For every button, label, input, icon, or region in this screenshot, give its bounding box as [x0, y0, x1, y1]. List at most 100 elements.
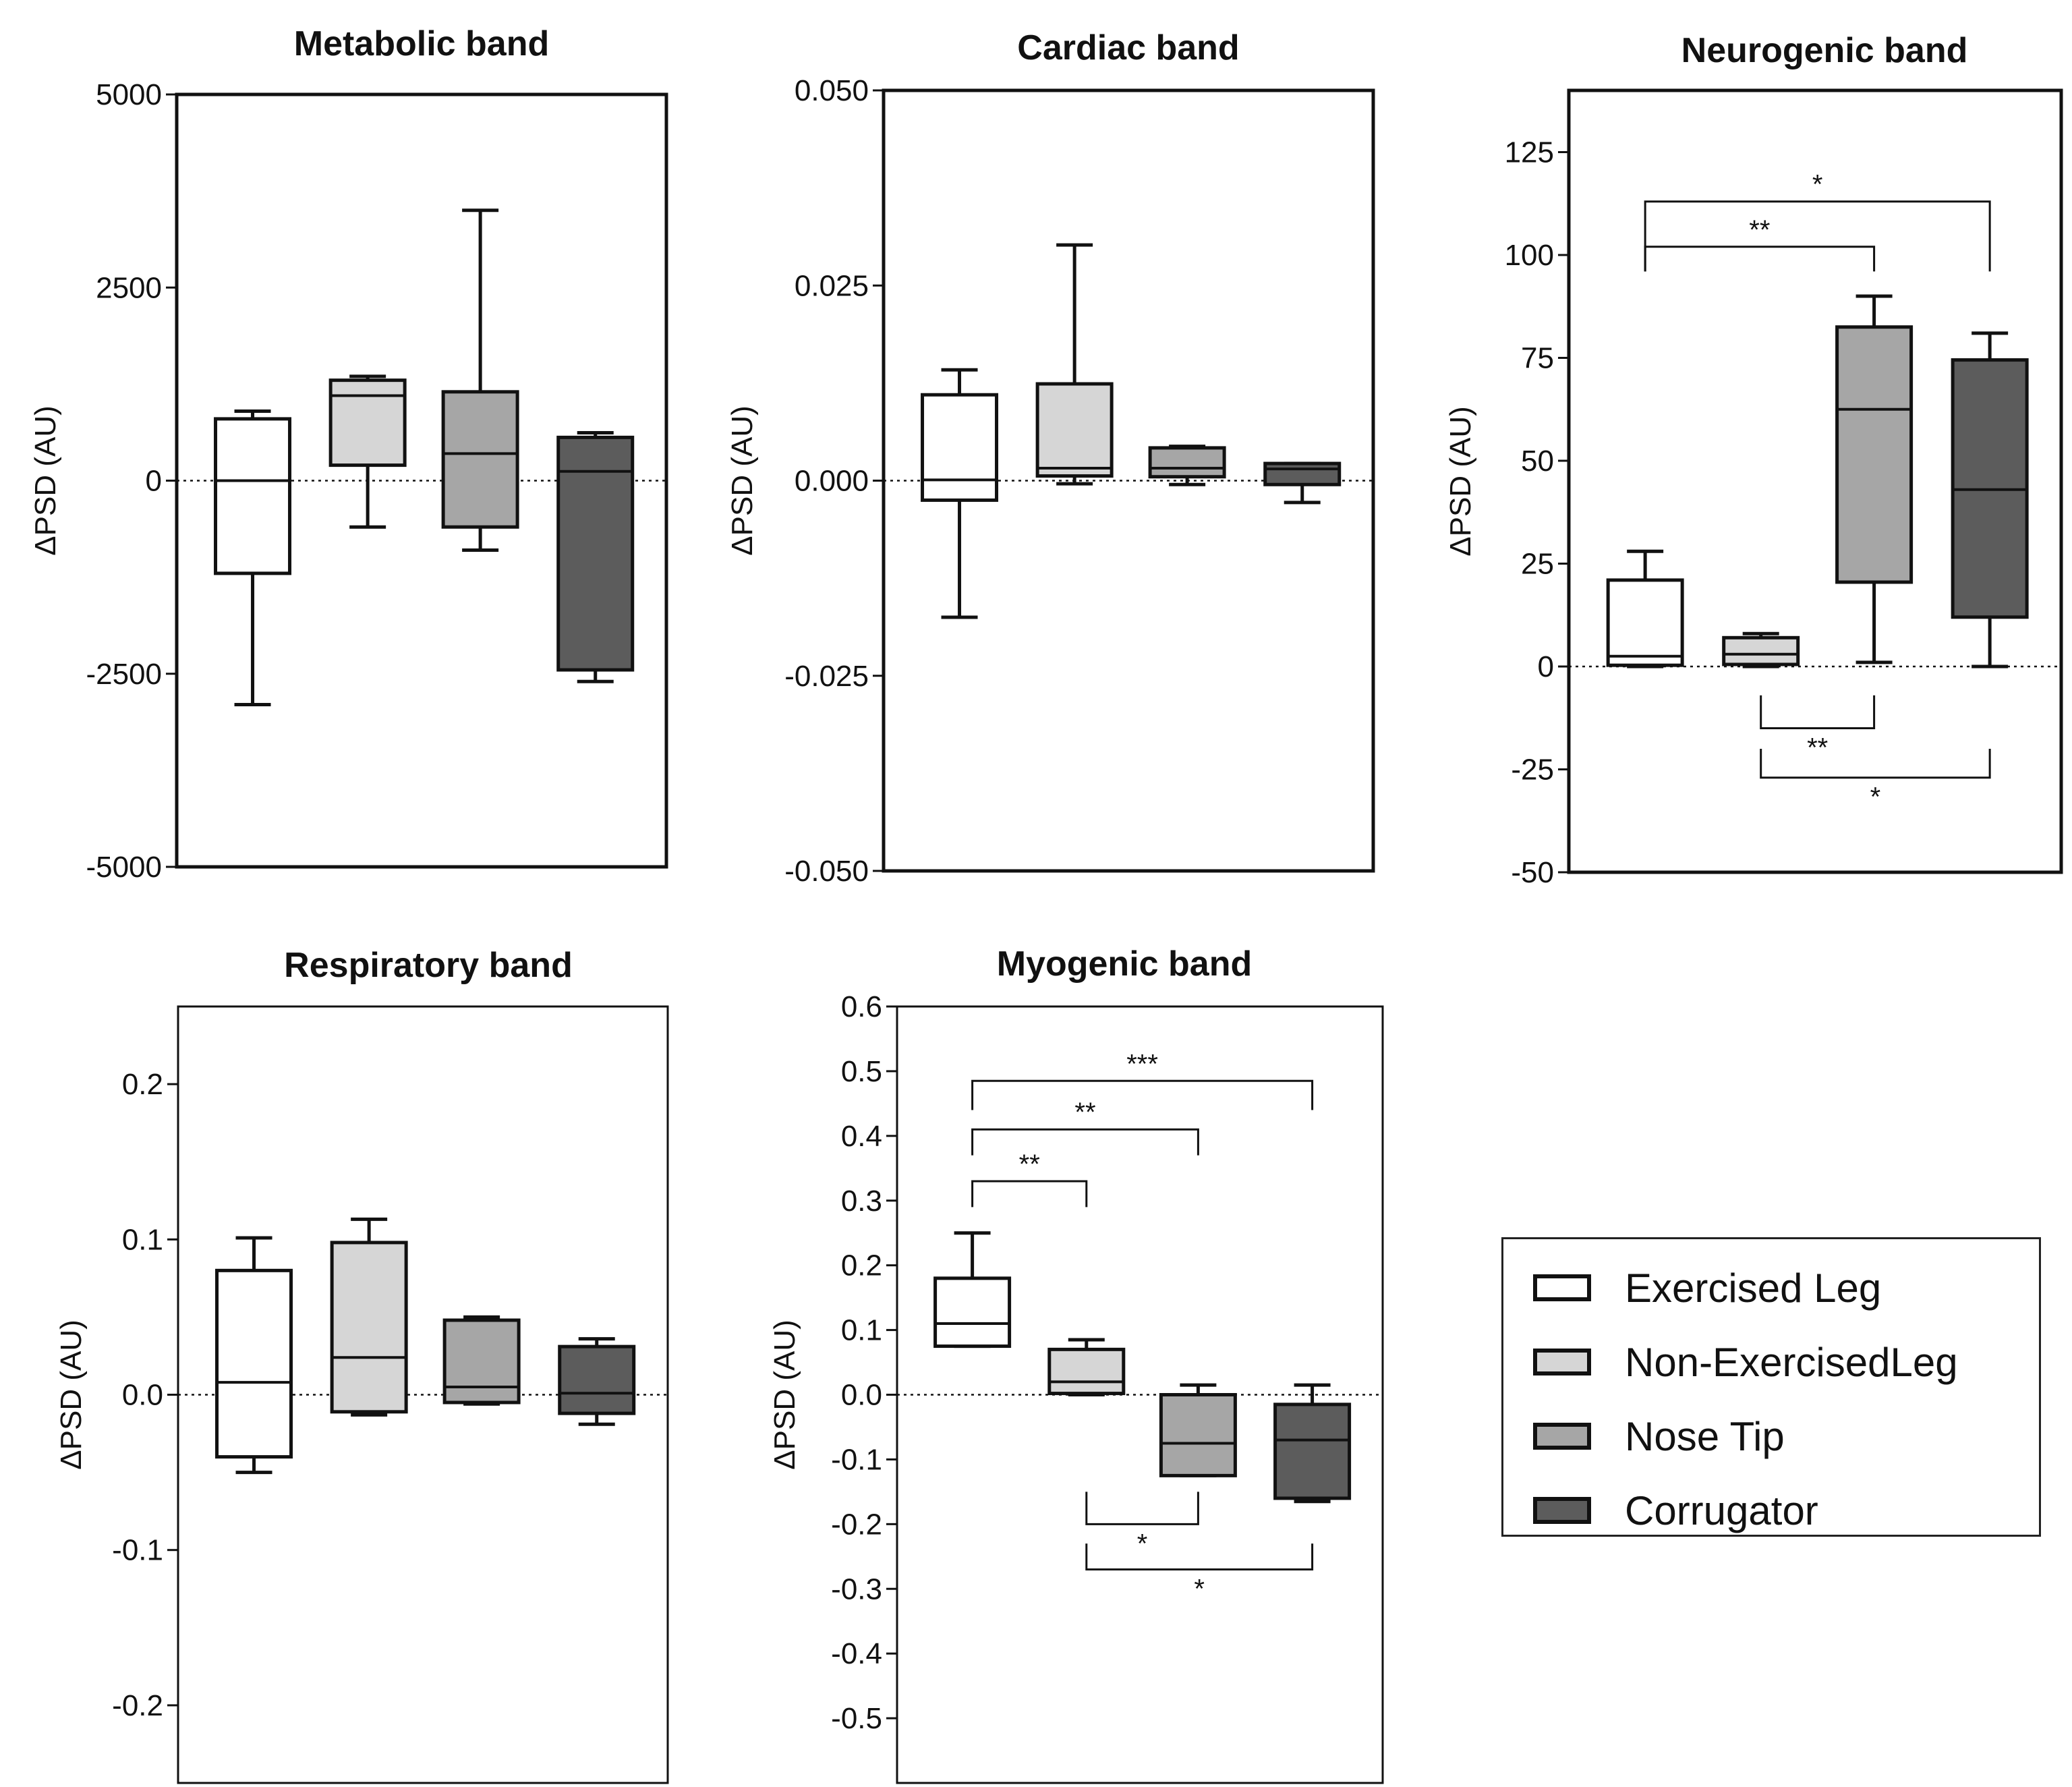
y-tick-label: -0.5: [831, 1702, 882, 1735]
y-tick-label: -5000: [86, 851, 162, 884]
significance-bracket: **: [1644, 215, 1876, 272]
legend-swatch: [1533, 1274, 1591, 1301]
box-iqr: [214, 417, 292, 575]
significance-label: **: [1074, 1098, 1095, 1127]
box-non-exercisedleg: [330, 1217, 408, 1417]
y-tick-label: 0: [1538, 650, 1554, 683]
bracket-line: [971, 1180, 1088, 1208]
box-exercised-leg: [214, 409, 292, 707]
bracket-line: [1644, 200, 1991, 272]
legend: Exercised Leg Non-ExercisedLeg Nose Tip …: [1501, 1237, 2041, 1537]
box-corrugator: [556, 431, 635, 683]
box-exercised-leg: [215, 1236, 293, 1475]
bracket-line: [1644, 246, 1876, 272]
y-tick-label: -0.2: [112, 1689, 163, 1722]
significance-bracket: *: [1760, 749, 1991, 812]
legend-label: Nose Tip: [1625, 1413, 1785, 1459]
box-iqr: [1035, 382, 1114, 478]
panel-title: Cardiac band: [1017, 28, 1239, 67]
significance-label: *: [1812, 170, 1823, 200]
bracket-line: [1760, 695, 1876, 729]
significance-label: *: [1870, 783, 1881, 812]
box-corrugator: [558, 1337, 636, 1426]
bracket-line: [1760, 749, 1991, 779]
box-non-exercisedleg: [1035, 243, 1114, 486]
y-tick-label: 0.3: [841, 1185, 882, 1218]
box-non-exercisedleg: [1047, 1338, 1126, 1396]
y-tick-label: 0.1: [841, 1314, 882, 1347]
significance-bracket: ***: [971, 1049, 1314, 1110]
box-iqr: [1263, 461, 1342, 486]
panel-cardiac-band: Cardiac band -0.050 -0.025 0.000 0.025 0.050 Δ…: [726, 28, 1375, 888]
box-iqr: [558, 1344, 636, 1415]
significance-label: *: [1194, 1574, 1205, 1604]
box-non-exercisedleg: [328, 374, 407, 529]
panel-metabolic-band: Metabolic band -5000 -2500 0 2500 5000 ΔPSD (A…: [29, 24, 668, 884]
plot-frame: [1567, 88, 2063, 874]
y-tick-label: -0.2: [831, 1508, 882, 1541]
y-tick-label: 5000: [96, 78, 162, 111]
legend-item-nose-tip: Nose Tip: [1533, 1409, 1785, 1463]
box-iqr: [556, 435, 635, 672]
significance-bracket: *: [1085, 1543, 1314, 1604]
y-tick-label: -0.1: [112, 1534, 163, 1567]
panel-title: Myogenic band: [997, 944, 1252, 984]
bracket-line: [971, 1079, 1314, 1110]
legend-item-corrugator: Corrugator: [1533, 1483, 1818, 1537]
box-nose-tip: [1835, 294, 1913, 664]
significance-bracket: *: [1085, 1492, 1199, 1558]
y-tick-label: 0.6: [841, 990, 882, 1023]
box-iqr: [330, 1241, 408, 1414]
y-tick-label: -25: [1511, 754, 1554, 787]
box-exercised-leg: [921, 368, 999, 619]
significance-label: **: [1749, 215, 1770, 245]
y-tick-label: -0.050: [784, 855, 869, 888]
box-nose-tip: [442, 1315, 521, 1406]
y-tick-label: -0.4: [831, 1637, 882, 1670]
y-axis-label: ΔPSD (AU): [29, 405, 62, 556]
y-tick-label: 50: [1521, 445, 1554, 478]
bracket-line: [971, 1128, 1199, 1156]
y-tick-label: 0.1: [122, 1223, 163, 1256]
y-tick-label: -0.3: [831, 1572, 882, 1606]
panel-title: Metabolic band: [294, 24, 549, 63]
legend-swatch: [1533, 1497, 1591, 1524]
box-nose-tip: [441, 208, 519, 552]
y-tick-label: 0: [146, 465, 162, 498]
box-exercised-leg: [933, 1231, 1012, 1349]
bracket-line: [1085, 1492, 1199, 1525]
panel-title: Respiratory band: [284, 946, 573, 985]
legend-item-non-exercised-leg: Non-ExercisedLeg: [1533, 1335, 1958, 1389]
legend-label: Corrugator: [1625, 1487, 1818, 1533]
y-tick-label: 75: [1521, 342, 1554, 375]
y-tick-label: 0.025: [795, 269, 869, 302]
y-tick-label: -0.1: [831, 1443, 882, 1476]
y-tick-label: 0.4: [841, 1120, 882, 1153]
box-nose-tip: [1159, 1383, 1237, 1477]
y-tick-label: -2500: [86, 658, 162, 691]
y-tick-label: 25: [1521, 548, 1554, 581]
significance-label: *: [1137, 1529, 1148, 1558]
box-non-exercisedleg: [1722, 631, 1800, 669]
box-iqr: [215, 1268, 293, 1459]
y-tick-label: -50: [1511, 856, 1554, 889]
y-tick-label: 2500: [96, 271, 162, 304]
box-iqr: [1606, 578, 1684, 667]
legend-swatch: [1533, 1423, 1591, 1450]
y-axis-label: ΔPSD (AU): [1444, 406, 1477, 557]
y-tick-label: 0.2: [122, 1068, 163, 1101]
legend-swatch: [1533, 1349, 1591, 1375]
bracket-line: [1085, 1543, 1314, 1570]
y-tick-label: 100: [1505, 239, 1554, 272]
y-tick-label: 0.0: [122, 1379, 163, 1412]
panel-myogenic-band: Myogenic band -0.5 -0.4 -0.3 -0.2 -0.1 0.0 0.1 0…: [768, 944, 1384, 1784]
y-axis-label: ΔPSD (AU): [55, 1320, 88, 1470]
box-iqr: [441, 390, 519, 529]
box-iqr: [921, 393, 999, 502]
significance-bracket: **: [971, 1150, 1088, 1208]
box-iqr: [442, 1318, 521, 1405]
panel-title: Neurogenic band: [1681, 31, 1968, 70]
significance-bracket: **: [1760, 695, 1876, 763]
box-iqr: [1148, 446, 1226, 479]
